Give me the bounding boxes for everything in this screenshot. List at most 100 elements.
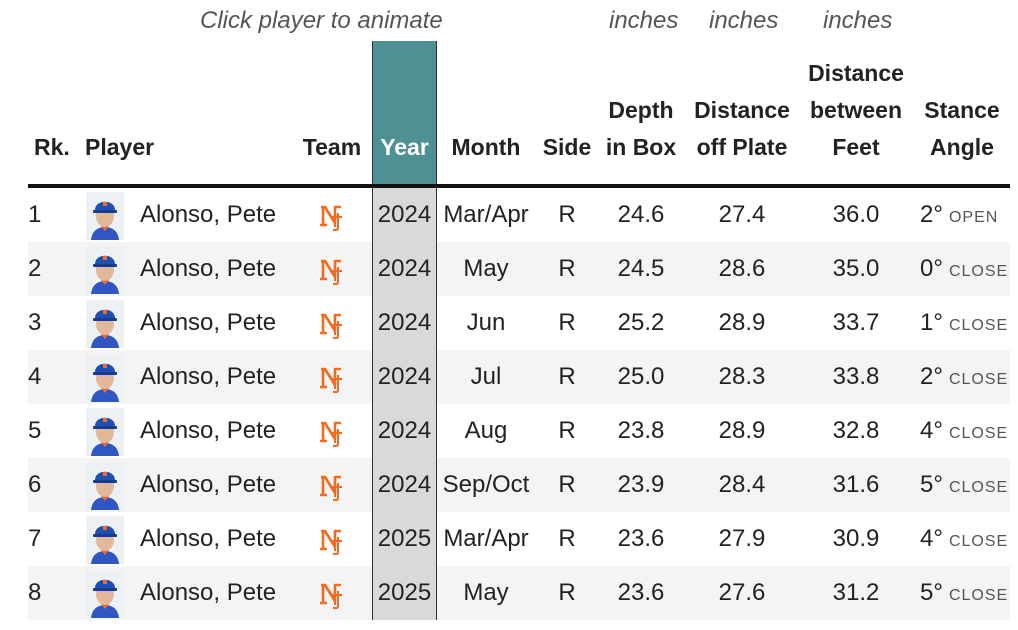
table-row: 4 Alonso, Pete 2024 Jul R 25.0 28.3 33.8… — [28, 350, 1010, 404]
mets-logo-icon — [320, 259, 342, 285]
header-angle[interactable]: Stance Angle — [924, 97, 1000, 160]
player-name[interactable]: Alonso, Pete — [140, 417, 277, 444]
header-year-column[interactable]: Year — [372, 41, 437, 184]
header-depth[interactable]: Depth in Box — [605, 97, 677, 160]
stance-angle-cell: 2° OPEN — [920, 188, 998, 242]
side-cell: R — [558, 363, 576, 390]
header-month[interactable]: Month — [451, 134, 521, 160]
rank-cell: 6 — [28, 471, 42, 498]
month-cell: May — [463, 255, 509, 282]
plate-distance-cell: 28.3 — [718, 363, 766, 390]
header-divider — [28, 184, 1010, 188]
table-body: 1 Alonso, Pete 2024 Mar/Apr R 24.6 27.4 … — [28, 188, 1010, 620]
stance-angle-value: 1° — [920, 309, 943, 336]
depth-cell: 25.0 — [617, 363, 665, 390]
table-row: 3 Alonso, Pete 2024 Jun R 25.2 28.9 33.7… — [28, 296, 1010, 350]
stance-direction: CLOSE — [948, 263, 1009, 280]
header-plate[interactable]: Distance off Plate — [694, 97, 790, 160]
player-name[interactable]: Alonso, Pete — [140, 471, 277, 498]
rank-cell: 2 — [28, 255, 42, 282]
depth-cell: 24.5 — [617, 255, 665, 282]
table-header: Rk. Player Team Year Month Side Depth in… — [28, 40, 1010, 184]
mets-logo-icon — [320, 367, 342, 393]
side-cell: R — [558, 201, 576, 228]
header-player[interactable]: Player — [85, 134, 155, 160]
header-side[interactable]: Side — [542, 134, 592, 160]
feet-distance-cell: 30.9 — [832, 525, 880, 552]
side-cell: R — [558, 417, 576, 444]
year-cell: 2025 — [372, 512, 437, 566]
header-rank[interactable]: Rk. — [34, 134, 70, 160]
month-cell: Sep/Oct — [442, 471, 530, 498]
player-name[interactable]: Alonso, Pete — [140, 201, 277, 228]
feet-distance-cell: 33.8 — [832, 363, 880, 390]
stance-direction: CLOSE — [948, 317, 1009, 334]
player-headshot[interactable] — [86, 354, 124, 402]
player-headshot[interactable] — [86, 246, 124, 294]
depth-cell: 23.9 — [617, 471, 665, 498]
player-name[interactable]: Alonso, Pete — [140, 363, 277, 390]
depth-cell: 23.6 — [617, 579, 665, 606]
month-cell: Mar/Apr — [443, 201, 529, 228]
table-row: 1 Alonso, Pete 2024 Mar/Apr R 24.6 27.4 … — [28, 188, 1010, 242]
table-row: 6 Alonso, Pete 2024 Sep/Oct R 23.9 28.4 … — [28, 458, 1010, 512]
rank-cell: 8 — [28, 579, 42, 606]
side-cell: R — [558, 579, 576, 606]
stance-angle-value: 2° — [920, 363, 943, 390]
player-name[interactable]: Alonso, Pete — [140, 309, 277, 336]
mets-logo-icon — [320, 313, 342, 339]
feet-distance-cell: 32.8 — [832, 417, 880, 444]
player-headshot[interactable] — [86, 462, 124, 510]
player-headshot[interactable] — [86, 516, 124, 564]
mets-logo-icon — [320, 421, 342, 447]
stance-direction: CLOSE — [948, 533, 1009, 550]
month-cell: Jul — [470, 363, 502, 390]
player-headshot[interactable] — [86, 300, 124, 348]
mets-logo-icon — [320, 205, 342, 231]
table-row: 7 Alonso, Pete 2025 Mar/Apr R 23.6 27.9 … — [28, 512, 1010, 566]
mets-logo-icon — [320, 529, 342, 555]
header-year[interactable]: Year — [380, 134, 429, 160]
stance-angle-cell: 5° CLOSE — [920, 458, 1008, 512]
stance-direction: CLOSE — [948, 371, 1009, 388]
month-cell: Jun — [466, 309, 506, 336]
stance-angle-value: 4° — [920, 525, 943, 552]
rank-cell: 3 — [28, 309, 42, 336]
year-cell: 2024 — [372, 296, 437, 350]
table-row: 5 Alonso, Pete 2024 Aug R 23.8 28.9 32.8… — [28, 404, 1010, 458]
year-cell: 2024 — [372, 350, 437, 404]
player-name[interactable]: Alonso, Pete — [140, 255, 277, 282]
stance-angle-cell: 5° CLOSE — [920, 566, 1008, 620]
feet-distance-cell: 36.0 — [832, 201, 880, 228]
side-cell: R — [558, 255, 576, 282]
year-cell: 2024 — [372, 242, 437, 296]
side-cell: R — [558, 309, 576, 336]
stance-direction: CLOSE — [948, 425, 1009, 442]
month-cell: Mar/Apr — [443, 525, 529, 552]
plate-distance-cell: 28.6 — [718, 255, 766, 282]
player-name[interactable]: Alonso, Pete — [140, 525, 277, 552]
depth-cell: 23.6 — [617, 525, 665, 552]
depth-cell: 25.2 — [617, 309, 665, 336]
plate-unit-note: inches — [709, 7, 779, 34]
stance-direction: CLOSE — [948, 479, 1009, 496]
stance-angle-cell: 4° CLOSE — [920, 512, 1008, 566]
player-headshot[interactable] — [86, 408, 124, 456]
plate-distance-cell: 28.9 — [718, 309, 766, 336]
header-feet[interactable]: Distance between Feet — [808, 60, 904, 160]
mets-logo-icon — [320, 583, 342, 609]
month-cell: Aug — [464, 417, 508, 444]
side-cell: R — [558, 471, 576, 498]
header-team[interactable]: Team — [302, 134, 362, 160]
player-headshot[interactable] — [86, 192, 124, 240]
player-headshot[interactable] — [86, 570, 124, 618]
side-cell: R — [558, 525, 576, 552]
stance-angle-cell: 2° CLOSE — [920, 350, 1008, 404]
plate-distance-cell: 28.4 — [718, 471, 766, 498]
year-cell: 2025 — [372, 566, 437, 620]
feet-distance-cell: 31.2 — [832, 579, 880, 606]
plate-distance-cell: 27.6 — [718, 579, 766, 606]
player-name[interactable]: Alonso, Pete — [140, 579, 277, 606]
stance-table: Rk. Player Team Year Month Side Depth in… — [28, 40, 1010, 620]
feet-distance-cell: 33.7 — [832, 309, 880, 336]
